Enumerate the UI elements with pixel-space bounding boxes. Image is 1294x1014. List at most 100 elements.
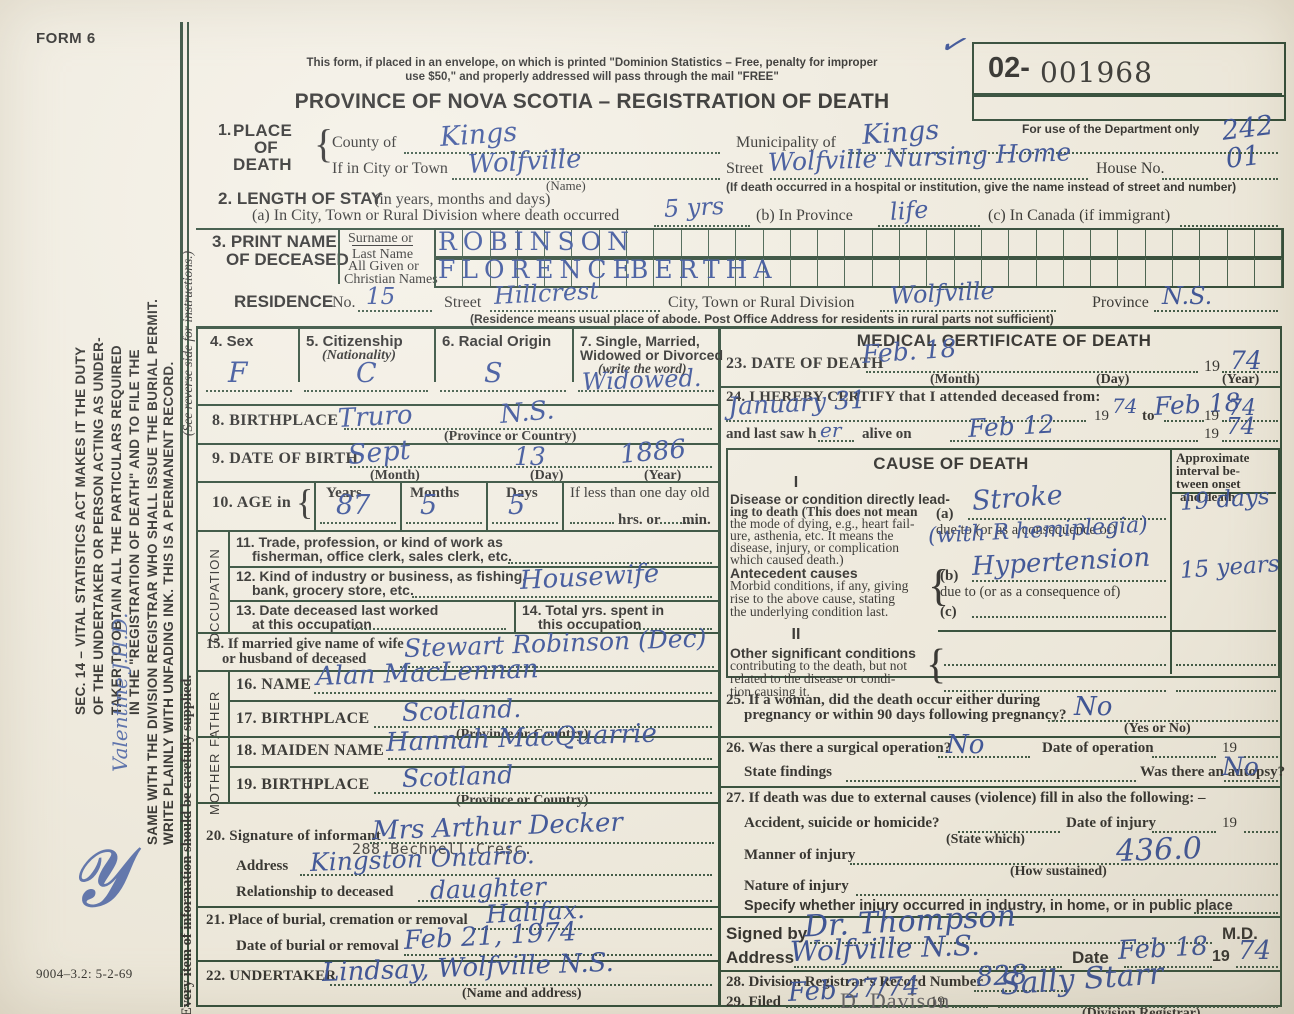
cause-b-marker: (b) bbox=[940, 568, 959, 584]
mother-birthplace-label: 19. BIRTHPLACE bbox=[236, 776, 370, 793]
dob-day-value: 13 bbox=[514, 442, 546, 471]
rule-below-q12 bbox=[230, 600, 718, 602]
rule-below-q11 bbox=[230, 566, 718, 568]
main-grid-right-rule bbox=[1280, 329, 1282, 1007]
cause-a-marker: (a) bbox=[936, 506, 954, 522]
q27-specify-label: Specify whether injury occurred in indus… bbox=[744, 898, 1233, 914]
alive-on-value: Feb 12 bbox=[967, 409, 1056, 443]
q27-nature-line bbox=[856, 894, 1278, 896]
informant-relationship-line bbox=[418, 900, 712, 902]
age-cell-rule-4 bbox=[562, 481, 564, 530]
marital-label-3: (write the word) bbox=[598, 361, 687, 376]
rule-below-burial bbox=[198, 960, 718, 962]
attended-from-value: January 31 bbox=[727, 384, 867, 421]
q27-year-prefix: 19 bbox=[1222, 815, 1237, 831]
section1-brace: { bbox=[314, 121, 334, 166]
q11-label-1: 11. Trade, profession, or kind of work a… bbox=[236, 534, 503, 550]
age-less-than-day-label: If less than one day old bbox=[570, 485, 710, 501]
cause-part-two: II bbox=[791, 626, 801, 643]
burial-place-label: 21. Place of burial, cremation or remova… bbox=[206, 912, 468, 928]
father-name-value: Alan MacLennan bbox=[315, 654, 540, 692]
mother-birthplace-value: Scotland bbox=[401, 760, 514, 793]
age-cell-rule-3 bbox=[486, 481, 488, 530]
given-name-value: FLORENCE bbox=[438, 255, 637, 284]
from-year-value: 74 bbox=[1112, 394, 1138, 418]
mother-maiden-label: 18. MAIDEN NAME bbox=[236, 742, 385, 759]
cause-directly-3: the mode of dying, e.g., heart fail- bbox=[730, 516, 915, 531]
undertaker-line bbox=[330, 984, 712, 986]
q27-icd-code: 436.0 bbox=[1115, 831, 1203, 869]
birthplace-value-2: N.S. bbox=[498, 395, 556, 430]
spouse-label-2: or husband of deceased bbox=[222, 651, 367, 667]
rule-below-birthplace bbox=[198, 443, 718, 445]
section2-a-label: (a) In City, Town or Rural Division wher… bbox=[252, 207, 620, 224]
section2-b-line bbox=[878, 225, 980, 227]
father-birthplace-label: 17. BIRTHPLACE bbox=[236, 710, 370, 727]
q29-label: 29. Filed bbox=[726, 994, 781, 1010]
dod-day-caption: (Day) bbox=[1096, 372, 1130, 387]
rule-below-mother bbox=[198, 802, 718, 804]
cause-other-3: related to the disease or condi- bbox=[730, 671, 896, 686]
margin-legal-line-1: SEC. 14 – VITAL STATISTICS ACT MAKES IT … bbox=[73, 346, 88, 715]
age-cell-rule-2 bbox=[400, 481, 402, 530]
q25-label-1: 25. If a woman, did the death occur eith… bbox=[726, 692, 1041, 708]
surname-grid bbox=[434, 228, 1284, 260]
section2-c-label: (c) In Canada (if immigrant) bbox=[988, 207, 1171, 224]
q12-line bbox=[412, 596, 712, 598]
residence-province-line bbox=[1154, 310, 1278, 312]
section2-a-value: 5 yrs bbox=[663, 191, 725, 223]
dod-value: Feb. 18 bbox=[860, 333, 958, 369]
given-names-grid bbox=[434, 256, 1284, 288]
check-mark-icon: ✓ bbox=[935, 24, 969, 65]
mother-maiden-line bbox=[388, 758, 712, 760]
q13-label-2: at this occupation bbox=[252, 616, 372, 632]
county-label: County of bbox=[332, 134, 397, 151]
margin-initial-flourish: 𝓨 bbox=[61, 830, 134, 927]
cell-rule-sex bbox=[298, 329, 300, 382]
to-label: to bbox=[1142, 408, 1155, 424]
q27-year-line bbox=[1244, 831, 1278, 833]
rule-below-q27 bbox=[720, 916, 1282, 918]
residence-street-label: Street bbox=[444, 294, 482, 311]
age-days-line bbox=[492, 522, 558, 524]
dob-month-caption: (Month) bbox=[370, 468, 420, 483]
surname-label-2: Last Name bbox=[352, 245, 414, 262]
registration-number-box bbox=[972, 42, 1286, 97]
q14-label-2: this occupation bbox=[538, 616, 642, 632]
house-no-line bbox=[1162, 178, 1278, 180]
father-birthplace-value: Scotland. bbox=[401, 693, 522, 727]
section2-a-line bbox=[654, 225, 750, 227]
rule-below-age bbox=[198, 530, 718, 532]
q27-accident-line bbox=[958, 831, 1060, 833]
to-year-prefix: 19 bbox=[1204, 408, 1219, 424]
margin-signature-overlay: Valentine J.H.D. bbox=[108, 612, 132, 772]
dod-year-line bbox=[1222, 371, 1278, 373]
sex-value: F bbox=[228, 356, 248, 389]
form-number-top: FORM 6 bbox=[36, 30, 96, 47]
residence-label: RESIDENCE bbox=[234, 292, 334, 311]
q26-date-label: Date of operation bbox=[1042, 740, 1154, 756]
alive-on-line bbox=[950, 440, 1198, 442]
main-grid-center-rule bbox=[718, 329, 721, 1007]
alive-year-prefix: 19 bbox=[1204, 426, 1219, 442]
cause-other-2: contributing to the death, but not bbox=[730, 658, 907, 673]
mother-caption: (Province or Country) bbox=[456, 793, 589, 808]
rule-below-father-name bbox=[230, 700, 718, 702]
cause-antecedent-4: the underlying condition last. bbox=[730, 604, 889, 619]
signed-by-line bbox=[806, 942, 1212, 944]
racial-origin-label: 6. Racial Origin bbox=[442, 333, 552, 350]
from-year-prefix: 19 bbox=[1094, 408, 1109, 424]
q12-label-1: 12. Kind of industry or business, as fis… bbox=[236, 568, 527, 584]
age-hrs-label: hrs. or bbox=[618, 512, 661, 528]
main-grid-top-rule bbox=[196, 326, 1282, 329]
q26-value: No bbox=[946, 730, 985, 760]
given-name-value-2: BERTHA bbox=[630, 255, 778, 284]
street-label: Street bbox=[726, 160, 764, 177]
residence-no-line bbox=[358, 310, 432, 312]
cause-other-line-1 bbox=[944, 664, 1166, 666]
cause-antecedent-2: Morbid conditions, if any, giving bbox=[730, 578, 909, 593]
section2-heading: 2. LENGTH OF STAY bbox=[218, 189, 383, 208]
interval-label-3: tween onset bbox=[1176, 476, 1241, 491]
dod-label: 23. DATE OF DEATH bbox=[726, 355, 884, 372]
mother-side-rule bbox=[228, 736, 230, 802]
